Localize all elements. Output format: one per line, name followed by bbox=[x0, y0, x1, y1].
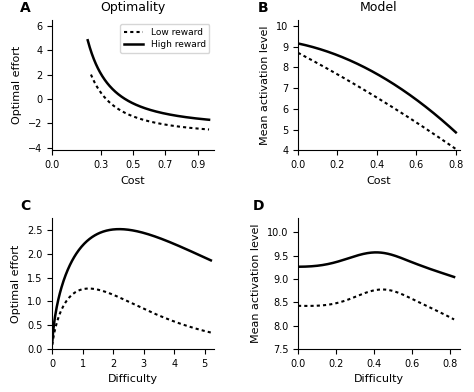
Text: C: C bbox=[20, 200, 30, 213]
Text: B: B bbox=[257, 1, 268, 15]
Y-axis label: Optimal effort: Optimal effort bbox=[12, 46, 22, 124]
X-axis label: Difficulty: Difficulty bbox=[354, 374, 404, 384]
Text: A: A bbox=[20, 1, 30, 15]
Y-axis label: Mean activation level: Mean activation level bbox=[251, 224, 261, 343]
X-axis label: Cost: Cost bbox=[121, 176, 146, 185]
Y-axis label: Mean activation level: Mean activation level bbox=[261, 25, 271, 145]
X-axis label: Cost: Cost bbox=[366, 176, 391, 185]
Title: Model: Model bbox=[360, 1, 398, 14]
Legend: Low reward, High reward: Low reward, High reward bbox=[120, 24, 210, 53]
Y-axis label: Optimal effort: Optimal effort bbox=[11, 245, 21, 323]
Text: D: D bbox=[253, 200, 264, 213]
Title: Optimality: Optimality bbox=[100, 1, 165, 14]
X-axis label: Difficulty: Difficulty bbox=[108, 374, 158, 384]
